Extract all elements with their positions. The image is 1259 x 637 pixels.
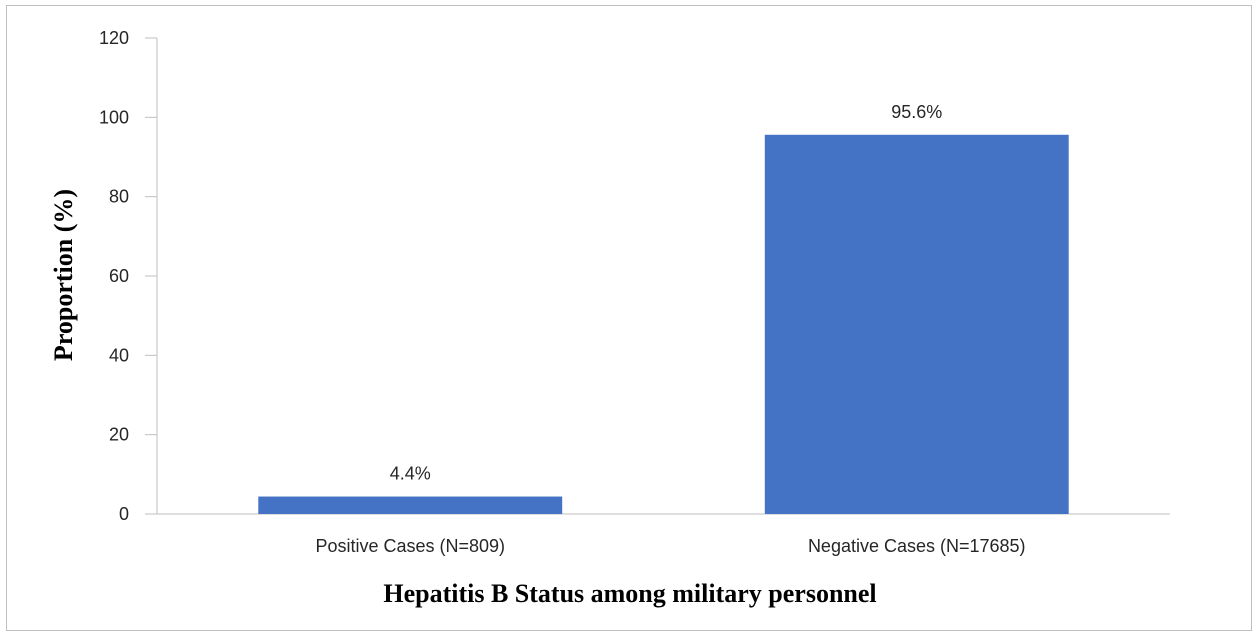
data-labels: 4.4% 95.6%: [390, 102, 943, 484]
y-tick-label: 60: [109, 266, 129, 286]
bars: [258, 134, 1069, 514]
x-category-label: Positive Cases (N=809): [315, 536, 505, 556]
y-axis-title: Proportion (%): [49, 189, 78, 361]
x-axis-categories: Positive Cases (N=809) Negative Cases (N=…: [315, 536, 1025, 556]
y-tick-label: 100: [99, 107, 129, 127]
x-category-label: Negative Cases (N=17685): [808, 536, 1026, 556]
bar-0: [258, 496, 563, 514]
y-tick-label: 80: [109, 187, 129, 207]
y-tick-label: 40: [109, 345, 129, 365]
data-label: 95.6%: [891, 102, 942, 122]
y-tick-label: 0: [119, 504, 129, 524]
x-axis-title: Hepatitis B Status among military person…: [383, 579, 876, 608]
data-label: 4.4%: [390, 464, 431, 484]
y-tick-label: 20: [109, 425, 129, 445]
bar-1: [764, 134, 1069, 514]
y-tick-label: 120: [99, 28, 129, 48]
y-axis-ticks: 0 20 40 60 80 100 120: [99, 28, 157, 524]
